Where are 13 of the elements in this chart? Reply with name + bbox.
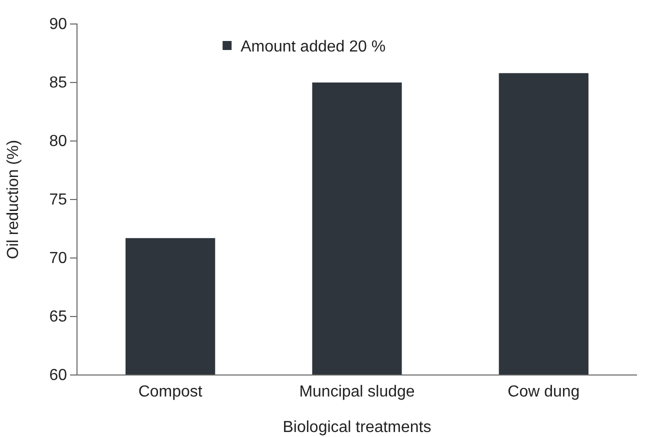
y-tick-label: 60 — [49, 367, 68, 384]
x-tick-label: Cow dung — [508, 383, 580, 400]
y-tick-label: 80 — [49, 133, 68, 150]
x-tick-label: Compost — [138, 383, 203, 400]
y-tick-label: 65 — [49, 308, 68, 326]
x-axis-title: Biological treatments — [282, 419, 432, 436]
y-tick-label: 90 — [49, 16, 68, 34]
legend-label: Amount added 20 % — [240, 38, 386, 56]
y-tick-label: 70 — [49, 250, 68, 268]
y-tick-label: 75 — [49, 192, 68, 209]
y-axis-title: Oil reduction (%) — [5, 140, 22, 260]
x-tick-label: Muncipal sludge — [299, 383, 415, 400]
y-tick-label: 85 — [49, 74, 68, 92]
